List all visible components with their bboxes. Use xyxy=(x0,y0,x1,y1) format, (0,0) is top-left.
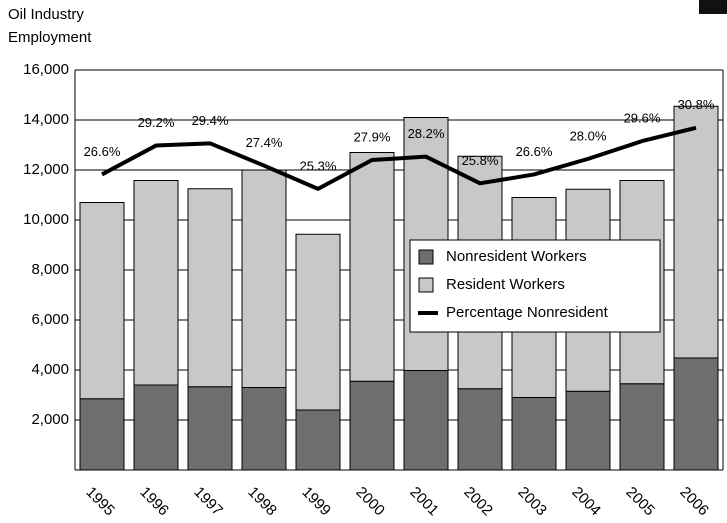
legend: Nonresident Workers Resident Workers Perce… xyxy=(409,239,661,333)
y-axis-label: Employment xyxy=(8,29,92,46)
x-tick-label: 2005 xyxy=(622,484,658,520)
x-tick-label: 2006 xyxy=(676,484,712,520)
y-tick-label: 16,000 xyxy=(23,61,69,78)
x-tick-label: 1995 xyxy=(82,484,118,520)
bar xyxy=(565,390,611,471)
bar xyxy=(295,409,341,471)
bar xyxy=(79,398,125,471)
bar xyxy=(349,152,395,382)
data-label: 26.6% xyxy=(84,144,121,159)
y-tick-label: 12,000 xyxy=(23,161,69,178)
y-tick-label: 10,000 xyxy=(23,211,69,228)
bar xyxy=(403,370,449,471)
corner-block xyxy=(699,0,727,14)
y-tick-label: 2,000 xyxy=(31,411,69,428)
bar xyxy=(133,180,179,386)
y-tick-label: 6,000 xyxy=(31,311,69,328)
bar xyxy=(349,380,395,471)
data-label: 30.8% xyxy=(678,97,715,112)
y-tick-label: 8,000 xyxy=(31,261,69,278)
bar xyxy=(187,386,233,471)
bar xyxy=(241,169,287,388)
bar xyxy=(133,384,179,471)
x-tick-label: 1997 xyxy=(190,484,226,520)
data-label: 29.4% xyxy=(192,113,229,128)
legend-box xyxy=(409,239,661,333)
x-tick-label: 2003 xyxy=(514,484,550,520)
data-label: 28.2% xyxy=(408,126,445,141)
data-label: 29.2% xyxy=(138,115,175,130)
data-label: 27.9% xyxy=(354,129,391,144)
data-label: 25.8% xyxy=(462,153,499,168)
bar xyxy=(241,387,287,471)
bar xyxy=(673,357,719,471)
legend-swatch xyxy=(418,249,434,265)
x-tick-label: 1998 xyxy=(244,484,280,520)
data-label: 28.0% xyxy=(570,128,607,143)
x-tick-label: 1996 xyxy=(136,484,172,520)
x-tick-label: 2000 xyxy=(352,484,388,520)
data-label: 29.6% xyxy=(624,111,661,126)
legend-swatch xyxy=(418,277,434,293)
data-label: 25.3% xyxy=(300,158,337,173)
x-tick-label: 1999 xyxy=(298,484,334,520)
y-tick-label: 14,000 xyxy=(23,111,69,128)
y-tick-label: 4,000 xyxy=(31,361,69,378)
legend-label: Percentage Nonresident xyxy=(446,304,609,321)
bar xyxy=(673,105,719,359)
data-label: 26.6% xyxy=(516,144,553,159)
bar xyxy=(457,388,503,471)
y-axis-label: Oil Industry xyxy=(8,6,84,23)
x-tick-label: 2004 xyxy=(568,484,604,520)
bar xyxy=(79,202,125,400)
data-label: 27.4% xyxy=(246,135,283,150)
bar xyxy=(295,233,341,411)
legend-label: Nonresident Workers xyxy=(446,248,587,265)
line xyxy=(101,125,697,191)
x-tick-label: 2001 xyxy=(406,484,442,520)
x-tick-label: 2002 xyxy=(460,484,496,520)
legend-label: Resident Workers xyxy=(446,276,565,293)
bar xyxy=(187,188,233,388)
grid xyxy=(75,69,723,421)
bar xyxy=(511,397,557,471)
bar xyxy=(619,383,665,471)
